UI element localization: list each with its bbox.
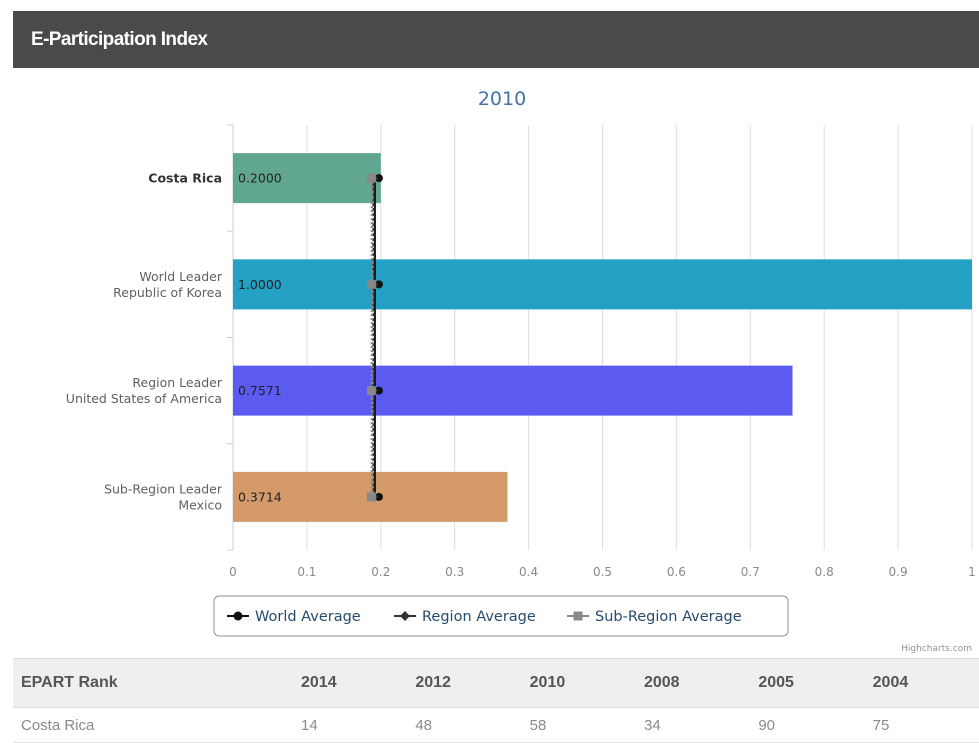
series-point[interactable] bbox=[366, 173, 376, 183]
header-2014: 2014 bbox=[293, 658, 408, 708]
header-2004: 2004 bbox=[864, 658, 979, 708]
highcharts-credit[interactable]: Highcharts.com bbox=[901, 644, 972, 654]
legend-label: Region Average bbox=[422, 609, 536, 625]
square-marker-icon bbox=[573, 611, 583, 621]
x-tick-label: 1 bbox=[968, 565, 976, 579]
category-label: Region Leader bbox=[132, 375, 222, 390]
category-label: World Leader bbox=[139, 269, 223, 284]
x-tick-label: 0.2 bbox=[371, 565, 390, 579]
legend-item[interactable]: Sub-Region Average bbox=[567, 609, 742, 625]
series-point[interactable] bbox=[366, 279, 376, 289]
series-point[interactable] bbox=[366, 386, 376, 396]
e-participation-chart: 2010 0.2000 1.0000 0.7571 0.3714 Costa Rica… bbox=[66, 88, 976, 654]
x-tick-label: 0.6 bbox=[667, 565, 686, 579]
series-point[interactable] bbox=[374, 174, 383, 183]
header-2008: 2008 bbox=[635, 658, 751, 708]
panel-title: E-Participation Index bbox=[31, 29, 208, 50]
x-tick-label: 0.9 bbox=[889, 565, 908, 579]
rank-2012: 48 bbox=[407, 707, 522, 743]
rank-2010: 58 bbox=[521, 707, 636, 743]
legend-item[interactable]: World Average bbox=[227, 609, 361, 625]
chart-title: 2010 bbox=[478, 88, 526, 110]
series-point[interactable] bbox=[374, 280, 383, 289]
bar[interactable] bbox=[233, 153, 381, 204]
data-label: 0.3714 bbox=[238, 489, 282, 504]
legend-label: Sub-Region Average bbox=[595, 609, 742, 625]
data-label: 0.2000 bbox=[238, 171, 282, 186]
x-tick-label: 0.5 bbox=[593, 565, 612, 579]
x-tick-label: 0.8 bbox=[815, 565, 834, 579]
circle-marker-icon bbox=[233, 611, 243, 621]
x-tick-label: 0.3 bbox=[445, 565, 464, 579]
category-label: Costa Rica bbox=[148, 171, 222, 186]
rank-2014: 14 bbox=[293, 707, 408, 743]
data-label: 1.0000 bbox=[238, 277, 282, 292]
panel-header: E-Participation Index bbox=[13, 11, 979, 68]
rank-2008: 34 bbox=[635, 707, 751, 743]
table-header-row: EPART Rank 2014 2012 2010 2008 2005 2004 bbox=[13, 658, 979, 708]
bar[interactable] bbox=[233, 259, 972, 310]
series-point[interactable] bbox=[366, 492, 376, 502]
row-country: Costa Rica bbox=[13, 707, 293, 743]
epart-rank-table: EPART Rank 2014 2012 2010 2008 2005 2004… bbox=[13, 658, 979, 743]
rank-2004: 75 bbox=[864, 707, 979, 743]
series-point[interactable] bbox=[374, 492, 383, 501]
bar[interactable] bbox=[233, 365, 793, 416]
data-label: 0.7571 bbox=[238, 383, 282, 398]
x-tick-label: 0.1 bbox=[297, 565, 316, 579]
x-tick-label: 0 bbox=[229, 565, 237, 579]
legend-item[interactable]: Region Average bbox=[394, 609, 536, 625]
header-epart-rank: EPART Rank bbox=[13, 658, 293, 708]
x-tick-label: 0.7 bbox=[741, 565, 760, 579]
rank-2005: 90 bbox=[750, 707, 865, 743]
table-row: Costa Rica 14 48 58 34 90 75 bbox=[13, 707, 979, 743]
category-label: Mexico bbox=[178, 497, 222, 512]
x-tick-label: 0.4 bbox=[519, 565, 538, 579]
series-point[interactable] bbox=[374, 386, 383, 395]
category-label: Republic of Korea bbox=[113, 285, 222, 300]
legend-label: World Average bbox=[255, 609, 361, 625]
category-label: Sub-Region Leader bbox=[104, 481, 223, 496]
header-2005: 2005 bbox=[750, 658, 865, 708]
legend-box bbox=[213, 595, 789, 637]
chart-legend[interactable]: World Average Region Average Sub-Region Av… bbox=[213, 595, 789, 637]
header-2012: 2012 bbox=[407, 658, 522, 708]
category-label: United States of America bbox=[66, 391, 222, 406]
header-2010: 2010 bbox=[521, 658, 636, 708]
diamond-marker-icon bbox=[400, 611, 410, 621]
